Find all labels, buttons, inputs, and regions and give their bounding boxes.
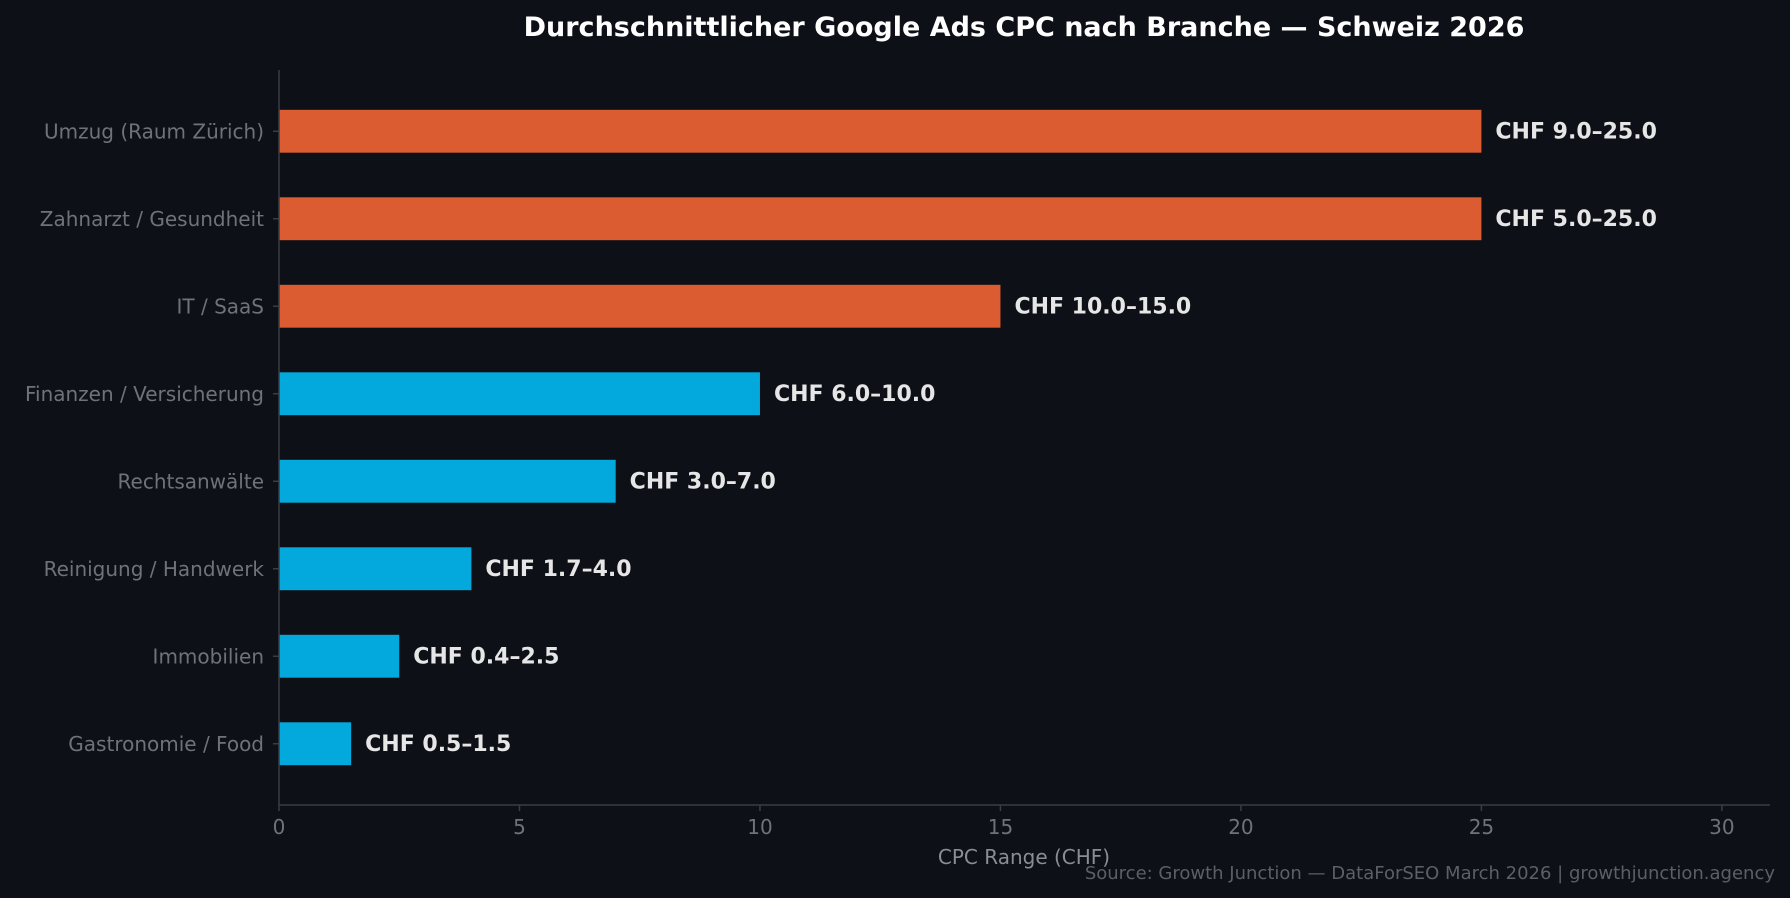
category-label: Umzug (Raum Zürich) — [44, 119, 264, 143]
bar-3 — [279, 372, 760, 416]
category-label: Immobilien — [153, 644, 264, 668]
bar-4 — [279, 459, 616, 503]
x-tick-label: 25 — [1469, 815, 1494, 839]
bar-5 — [279, 547, 472, 591]
bar-2 — [279, 284, 1001, 328]
category-label: Gastronomie / Food — [68, 732, 264, 756]
bars-layer — [279, 109, 1482, 766]
data-label: CHF 1.7–4.0 — [485, 557, 631, 582]
axes: 0 5 10 15 20 25 30 — [273, 70, 1770, 839]
category-labels: Umzug (Raum Zürich) Zahnarzt / Gesundheit… — [25, 119, 264, 756]
bar-6 — [279, 634, 400, 678]
x-tick-label: 15 — [988, 815, 1013, 839]
x-axis-label: CPC Range (CHF) — [938, 845, 1110, 869]
category-label: Finanzen / Versicherung — [25, 382, 264, 406]
data-label: CHF 10.0–15.0 — [1014, 294, 1191, 319]
data-label: CHF 3.0–7.0 — [630, 469, 776, 494]
data-labels: CHF 9.0–25.0 CHF 5.0–25.0 CHF 10.0–15.0 CHF… — [365, 119, 1657, 757]
x-tick-label: 5 — [513, 815, 526, 839]
bar-7 — [279, 722, 352, 766]
data-label: CHF 0.5–1.5 — [365, 732, 511, 757]
data-label: CHF 5.0–25.0 — [1495, 207, 1657, 232]
data-label: CHF 9.0–25.0 — [1495, 119, 1657, 144]
x-tick-label: 10 — [747, 815, 772, 839]
data-label: CHF 6.0–10.0 — [774, 382, 936, 407]
bar-1 — [279, 197, 1482, 241]
x-tick-label: 0 — [273, 815, 286, 839]
data-label: CHF 0.4–2.5 — [413, 644, 559, 669]
category-label: Reinigung / Handwerk — [44, 557, 265, 581]
x-tick-label: 20 — [1228, 815, 1253, 839]
category-label: Rechtsanwälte — [118, 469, 264, 493]
chart-title: Durchschnittlicher Google Ads CPC nach B… — [524, 12, 1525, 43]
category-label: IT / SaaS — [177, 294, 264, 318]
category-label: Zahnarzt / Gesundheit — [40, 207, 264, 231]
source-note: Source: Growth Junction — DataForSEO Mar… — [1085, 863, 1776, 884]
x-tick-label: 30 — [1709, 815, 1734, 839]
bar-0 — [279, 109, 1482, 153]
